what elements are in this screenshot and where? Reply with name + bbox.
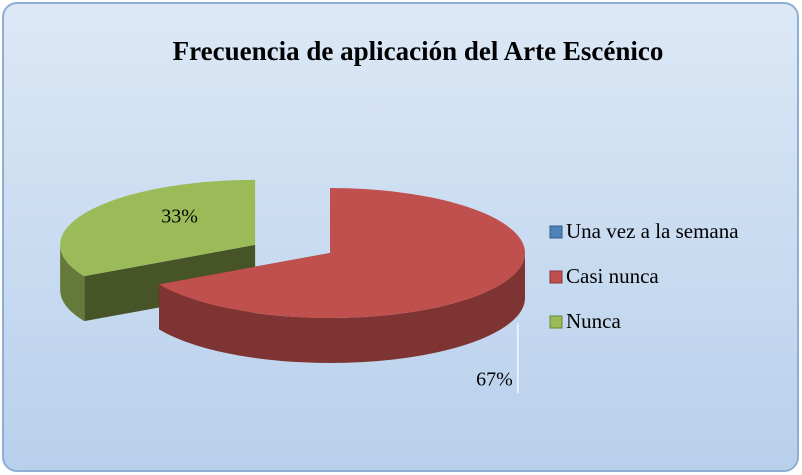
- legend-swatch: [549, 225, 563, 239]
- slice-rim: [60, 244, 85, 322]
- legend-label: Casi nunca: [566, 264, 659, 288]
- legend-label: Una vez a la semana: [566, 219, 739, 243]
- data-label: 33%: [161, 206, 198, 228]
- chart-title: Frecuencia de aplicación del Arte Escéni…: [173, 36, 664, 66]
- slice-top: [60, 179, 256, 277]
- data-label: 67%: [476, 369, 513, 391]
- slice-top: [159, 188, 526, 318]
- slice-rim: [159, 253, 526, 363]
- pie-slice: [159, 188, 526, 363]
- legend-swatch: [549, 315, 563, 329]
- legend-label: Nunca: [566, 309, 621, 333]
- legend-swatch: [549, 270, 563, 284]
